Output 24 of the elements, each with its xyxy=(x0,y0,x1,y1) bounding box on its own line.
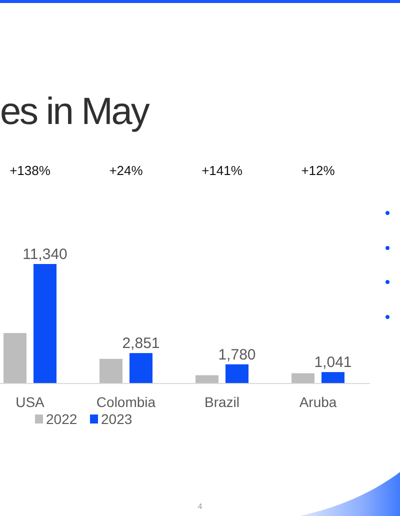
data-label: 11,340 xyxy=(22,246,68,263)
text: 4 xyxy=(198,502,203,511)
bar xyxy=(130,353,152,383)
bar xyxy=(292,373,314,383)
x-tick-label: USA xyxy=(16,394,46,410)
legend-label: 2022 xyxy=(46,411,78,427)
text: +24% xyxy=(109,163,144,178)
text: +141% xyxy=(202,163,243,178)
data-label: 1,780 xyxy=(218,346,256,364)
data-label: 1,041 xyxy=(314,354,352,372)
bar xyxy=(34,264,56,383)
text: +138% xyxy=(10,163,51,178)
text: +12% xyxy=(301,163,336,178)
legend-label: 2023 xyxy=(101,411,132,427)
bar xyxy=(100,358,122,383)
bar xyxy=(196,375,218,383)
x-tick-label: Aruba xyxy=(299,394,337,410)
bar xyxy=(4,333,26,383)
x-tick-label: Colombia xyxy=(96,394,156,410)
bar xyxy=(322,372,344,383)
data-label: 2,851 xyxy=(122,335,160,352)
bar xyxy=(226,364,248,383)
x-tick-label: Brazil xyxy=(204,394,240,410)
chart-title: es in May xyxy=(0,91,150,133)
